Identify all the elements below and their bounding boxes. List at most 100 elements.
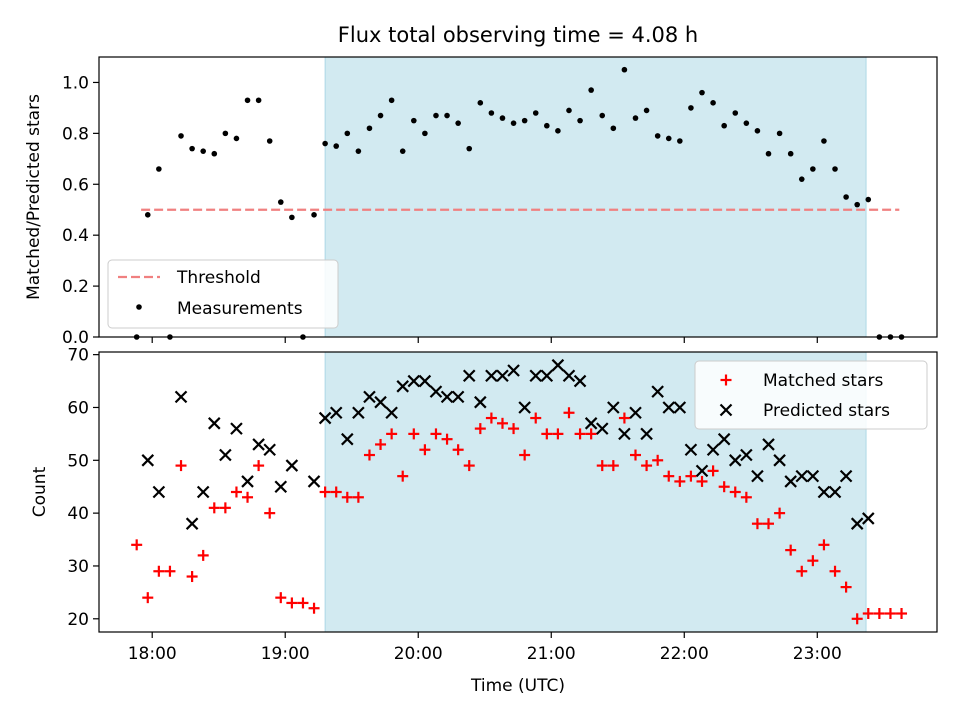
matched-point xyxy=(264,507,276,519)
matched-point xyxy=(441,433,453,445)
matched-point xyxy=(330,486,342,498)
measurement-point xyxy=(244,97,251,104)
measurement-point xyxy=(776,130,783,137)
predicted-point xyxy=(518,401,531,414)
matched-point xyxy=(574,428,586,440)
x-stroke-b xyxy=(629,406,642,420)
predicted-point xyxy=(474,395,487,409)
predicted-point xyxy=(418,374,432,388)
x-stroke-b xyxy=(418,374,432,388)
bottom-y-axis-label: Count xyxy=(30,466,50,517)
measurement-point xyxy=(688,105,694,111)
x-stroke-b xyxy=(640,427,653,441)
predicted-point xyxy=(584,417,598,430)
legend-matched-swatch xyxy=(720,374,732,386)
legend-x-marker xyxy=(719,403,733,417)
predicted-point xyxy=(329,406,343,420)
matched-point xyxy=(707,465,719,477)
measurement-point xyxy=(289,214,295,221)
matched-point xyxy=(873,608,885,620)
predicted-point xyxy=(728,454,742,467)
matched-point xyxy=(663,470,675,482)
predicted-point xyxy=(740,448,753,462)
matched-point xyxy=(386,428,398,440)
predicted-point xyxy=(318,411,332,425)
x-stroke-b xyxy=(307,475,321,488)
matched-point xyxy=(641,460,653,472)
x-stroke-b xyxy=(784,475,797,488)
measurement-point xyxy=(156,166,162,172)
matched-point xyxy=(275,592,287,604)
matched-point xyxy=(286,597,298,609)
measurement-point xyxy=(411,117,417,124)
predicted-point xyxy=(828,485,842,499)
predicted-point xyxy=(773,454,786,467)
x-stroke-b xyxy=(717,432,731,446)
y-tick-label: 0.0 xyxy=(62,328,89,348)
x-stroke-b xyxy=(141,454,155,467)
x-stroke-b xyxy=(318,411,332,425)
predicted-point xyxy=(496,369,509,383)
measurement-point xyxy=(721,122,727,129)
top-legend-box xyxy=(107,259,339,329)
x-stroke-b xyxy=(274,480,288,493)
y-tick-label: 50 xyxy=(67,451,89,471)
predicted-point xyxy=(751,469,764,483)
x-stroke-b xyxy=(607,401,620,414)
predicted-point xyxy=(263,443,276,457)
matched-point xyxy=(408,428,420,440)
y-tick-label: 0.4 xyxy=(62,226,89,246)
predicted-point xyxy=(684,443,698,457)
x-stroke-b xyxy=(429,385,443,398)
x-stroke-b xyxy=(651,385,664,398)
y-tick-label: 40 xyxy=(67,504,89,524)
measurement-point xyxy=(444,112,450,119)
y-tick-label: 0.6 xyxy=(62,175,89,195)
legend-matched-label: Matched stars xyxy=(763,371,883,391)
measurement-point xyxy=(677,138,683,144)
measurement-point xyxy=(566,107,572,114)
x-stroke-b xyxy=(706,443,720,457)
matched-point xyxy=(541,428,553,440)
matched-point xyxy=(485,412,497,424)
x-stroke-b xyxy=(861,512,875,525)
matched-point xyxy=(807,555,819,567)
top-y-axis-label: Matched/Predicted stars xyxy=(24,94,44,300)
y-tick-label: 1.0 xyxy=(62,73,89,93)
x-axis-label: Time (UTC) xyxy=(470,676,565,696)
bottom-legend: Matched stars Predicted stars xyxy=(694,360,928,430)
matched-point xyxy=(508,423,520,435)
matched-point xyxy=(840,581,852,593)
matched-point xyxy=(896,608,908,620)
predicted-point xyxy=(673,401,687,414)
measurement-point xyxy=(200,148,206,154)
x-stroke-b xyxy=(241,475,254,488)
predicted-point xyxy=(651,385,664,398)
measurement-point xyxy=(333,143,340,149)
x-stroke-b xyxy=(507,364,520,377)
matched-star-points xyxy=(131,407,908,625)
x-stroke-b xyxy=(451,390,465,404)
matched-point xyxy=(530,412,542,424)
predicted-point xyxy=(219,448,232,462)
x-stroke-b xyxy=(385,406,398,420)
measurement-point xyxy=(588,87,594,93)
matched-point xyxy=(131,539,143,551)
x-stroke-b xyxy=(795,469,809,483)
count-panel: 20 30 40 50 60 70 18:00 19:00 20:00 21:00 22:00 23… xyxy=(30,346,938,696)
y-tick-label: 30 xyxy=(67,557,89,577)
x-stroke-b xyxy=(407,374,421,388)
predicted-point xyxy=(274,480,288,493)
predicted-point xyxy=(562,369,576,383)
predicted-point xyxy=(706,443,720,457)
matched-point xyxy=(718,481,730,493)
matched-point xyxy=(740,491,752,503)
measurement-point xyxy=(798,176,805,182)
predicted-point xyxy=(208,417,221,430)
matched-point xyxy=(219,502,231,514)
predicted-point xyxy=(341,432,354,446)
x-stroke-b xyxy=(208,417,221,430)
x-stroke-b xyxy=(263,443,276,457)
x-stroke-b xyxy=(618,427,631,441)
matched-point xyxy=(375,438,387,450)
